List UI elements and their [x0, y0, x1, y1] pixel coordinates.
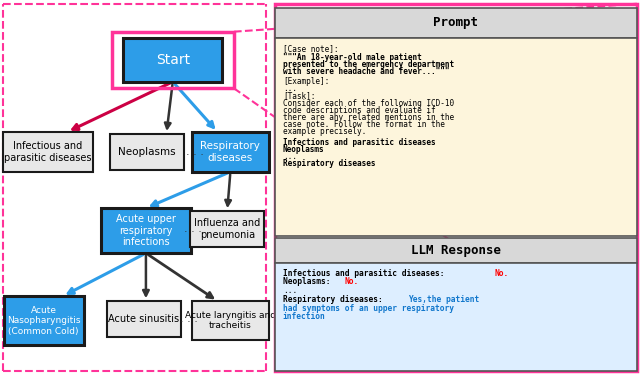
Text: with severe headache and fever...""": with severe headache and fever...""" [283, 68, 449, 76]
Text: Consider each of the following ICD-10: Consider each of the following ICD-10 [283, 99, 454, 108]
Text: Acute sinusitis: Acute sinusitis [108, 314, 180, 324]
Text: [Example]:: [Example]: [283, 77, 329, 86]
Text: Neoplasms: Neoplasms [283, 145, 324, 154]
Text: code descriptions and evaluate if: code descriptions and evaluate if [283, 106, 435, 115]
FancyBboxPatch shape [192, 301, 269, 340]
Text: """An 18-year-old male patient: """An 18-year-old male patient [283, 53, 422, 62]
Text: Infectious and
parasitic diseases: Infectious and parasitic diseases [4, 141, 92, 163]
Text: Influenza and
pneumonia: Influenza and pneumonia [194, 218, 260, 240]
Text: presented to the emergency department: presented to the emergency department [283, 60, 454, 69]
Text: . . .: . . . [186, 147, 204, 157]
Text: Neoplasms: Neoplasms [118, 147, 176, 157]
FancyBboxPatch shape [275, 238, 637, 262]
Text: Prompt: Prompt [433, 16, 479, 29]
Text: Start: Start [156, 53, 190, 67]
FancyBboxPatch shape [3, 132, 93, 172]
Text: LLM Response: LLM Response [411, 244, 501, 257]
FancyBboxPatch shape [123, 39, 223, 82]
FancyBboxPatch shape [101, 208, 191, 253]
Text: . . .: . . . [184, 224, 202, 234]
Text: example precisely.: example precisely. [283, 127, 366, 136]
Text: [Task]:: [Task]: [283, 91, 316, 100]
FancyBboxPatch shape [108, 301, 181, 337]
Text: ...: ... [283, 286, 297, 295]
Text: Infections and parasitic diseases: Infections and parasitic diseases [283, 138, 435, 147]
FancyBboxPatch shape [111, 134, 184, 170]
Text: Infectious and parasitic diseases:: Infectious and parasitic diseases: [283, 269, 444, 278]
Text: No.: No. [494, 269, 508, 278]
FancyBboxPatch shape [4, 296, 84, 345]
Text: Yes,the patient: Yes,the patient [408, 296, 479, 304]
Text: No.: No. [344, 278, 358, 286]
Text: Acute
Nasopharyngitis
(Common Cold): Acute Nasopharyngitis (Common Cold) [7, 306, 80, 336]
Text: Respiratory diseases: Respiratory diseases [283, 159, 376, 168]
Text: [Case note]:: [Case note]: [283, 44, 339, 53]
FancyBboxPatch shape [275, 262, 637, 371]
Text: Respiratory diseases:: Respiratory diseases: [283, 296, 387, 304]
FancyBboxPatch shape [275, 8, 637, 38]
Text: Acute upper
respiratory
infections: Acute upper respiratory infections [116, 214, 176, 247]
Text: ...: ... [283, 152, 297, 161]
Text: infection: infection [283, 312, 326, 321]
Text: had symptoms of an upper respiratory: had symptoms of an upper respiratory [283, 304, 454, 313]
FancyBboxPatch shape [275, 38, 637, 236]
Text: there are any related mentions in the: there are any related mentions in the [283, 113, 454, 122]
Text: . . .: . . . [180, 314, 198, 324]
Text: ...: ... [283, 84, 297, 93]
Text: Respiratory
diseases: Respiratory diseases [200, 141, 260, 163]
Text: Neoplasms:: Neoplasms: [283, 278, 335, 286]
FancyBboxPatch shape [192, 132, 269, 172]
FancyBboxPatch shape [191, 211, 264, 247]
Text: Acute laryngitis and
tracheitis: Acute laryngitis and tracheitis [185, 311, 276, 330]
Text: case note. Follow the format in the: case note. Follow the format in the [283, 120, 445, 129]
